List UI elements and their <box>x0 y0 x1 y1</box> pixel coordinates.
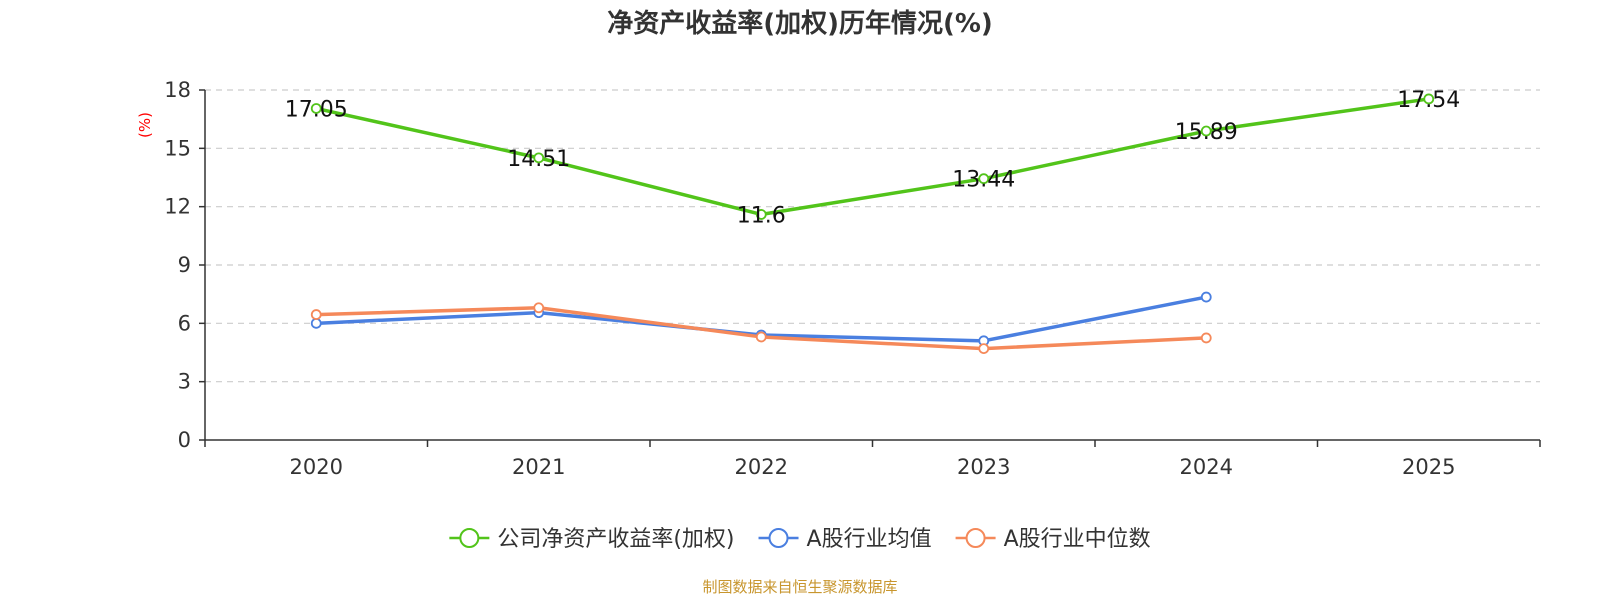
data-point <box>533 152 545 164</box>
data-point <box>533 302 545 314</box>
x-tick-label: 2021 <box>512 455 565 479</box>
data-point <box>978 173 990 185</box>
data-point <box>1200 291 1212 303</box>
data-point <box>1423 93 1435 105</box>
legend-label: A股行业均值 <box>807 527 932 552</box>
data-source-note: 制图数据来自恒生聚源数据库 <box>702 578 897 596</box>
y-tick-label: 6 <box>178 311 191 335</box>
data-point <box>1200 332 1212 344</box>
y-tick-label: 15 <box>164 136 191 160</box>
data-label: 14.51 <box>507 147 570 172</box>
y-tick-label: 0 <box>178 428 191 452</box>
chart-title: 净资产收益率(加权)历年情况(%) <box>607 8 993 39</box>
data-point <box>310 317 322 329</box>
legend[interactable]: 公司净资产收益率(加权) A股行业均值 A股行业中位数 <box>449 527 1151 552</box>
series-3 <box>310 302 1212 355</box>
data-point <box>1200 125 1212 137</box>
data-point <box>310 103 322 114</box>
legend-label: 公司净资产收益率(加权) <box>497 527 734 552</box>
y-tick-label: 9 <box>178 253 191 277</box>
data-label: 17.05 <box>285 97 348 122</box>
legend-marker <box>965 528 986 548</box>
x-tick-label: 2025 <box>1402 455 1455 479</box>
data-point <box>755 209 767 220</box>
legend-item-2[interactable]: A股行业均值 <box>758 527 932 552</box>
gridlines <box>205 89 1540 383</box>
series-line <box>315 97 1429 217</box>
data-point <box>310 309 322 320</box>
y-tick-label: 18 <box>164 78 191 102</box>
y-tick-label: 3 <box>178 370 191 394</box>
legend-item-3[interactable]: A股行业中位数 <box>955 527 1151 552</box>
x-tick-label: 2023 <box>957 455 1010 479</box>
legend-marker <box>768 528 789 548</box>
series-line <box>316 306 1207 351</box>
data-label: 11.6 <box>737 203 786 228</box>
x-tick-label: 2024 <box>1180 455 1233 479</box>
data-point <box>755 331 767 343</box>
x-tick-label: 2022 <box>735 455 788 479</box>
legend-marker <box>459 528 480 548</box>
data-label: 15.89 <box>1175 120 1238 145</box>
y-tick-label: 12 <box>164 195 191 219</box>
y-axis-label: (%) <box>136 112 154 138</box>
series-group: 17.05 14.51 11.6 13.44 15.89 17.54 <box>285 88 1460 355</box>
data-label: 17.54 <box>1397 88 1460 113</box>
data-point <box>978 343 990 355</box>
x-tick-label: 2020 <box>290 455 343 479</box>
data-label: 13.44 <box>952 168 1015 193</box>
axes: 0 3 6 9 12 15 18 2020 2021 2022 2023 2024 2025 <box>164 78 1541 479</box>
series-1: 17.05 14.51 11.6 13.44 15.89 17.54 <box>285 88 1460 229</box>
legend-label: A股行业中位数 <box>1004 527 1151 552</box>
legend-item-1[interactable]: 公司净资产收益率(加权) <box>449 527 735 552</box>
